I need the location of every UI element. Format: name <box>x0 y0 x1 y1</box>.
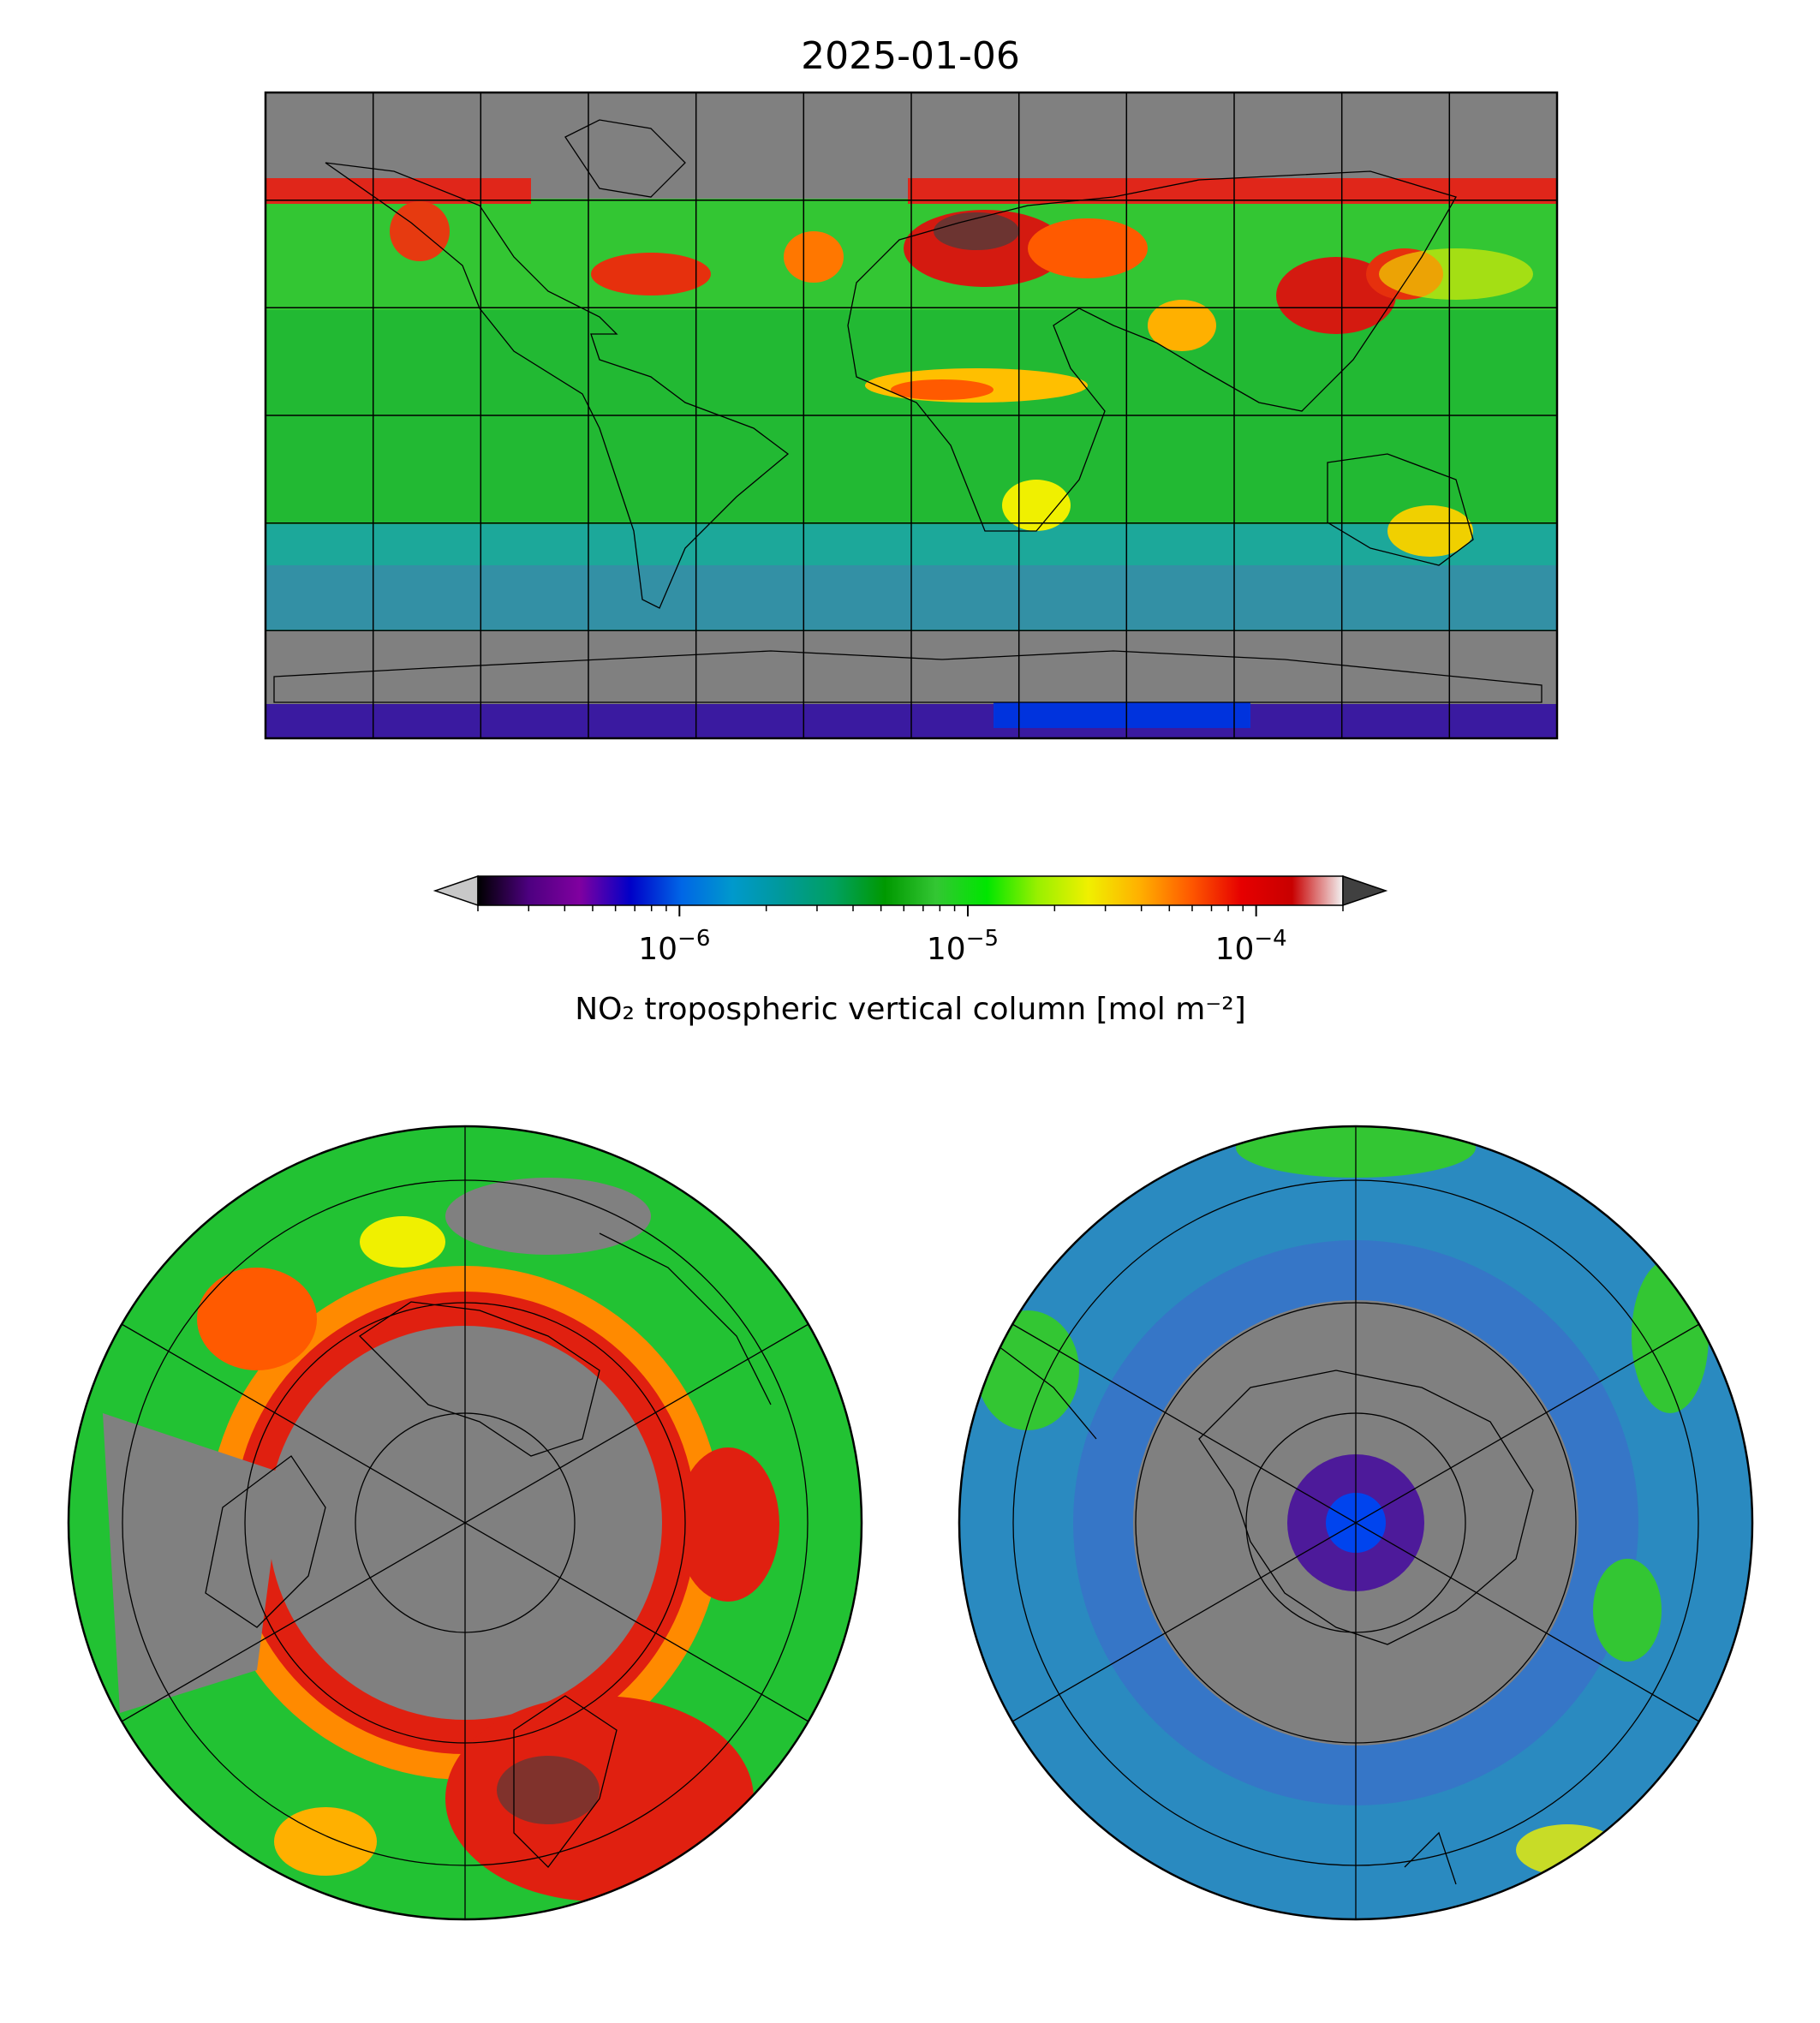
colorbar-tick-label: 10−4 <box>1215 926 1287 967</box>
south-polar-frame <box>958 1125 1754 1921</box>
global-gridlines <box>266 92 1557 738</box>
north-polar-coastlines <box>205 1232 772 1868</box>
colorbar-ticks: 10−6 10−5 10−4 <box>477 905 1344 967</box>
colorbar-tick-label: 10−5 <box>927 926 999 967</box>
north-polar-frame <box>67 1125 863 1921</box>
global-coastlines <box>273 119 1543 703</box>
south-polar-coastlines <box>984 1335 1534 1885</box>
south-polar-gridlines <box>1011 1126 1700 1919</box>
colorbar-tick-label: 10−6 <box>638 926 710 967</box>
north-polar-map <box>67 1125 863 1921</box>
colorbar-under-extension <box>433 874 479 907</box>
north-polar-gridlines <box>121 1126 809 1919</box>
global-map-frame <box>264 91 1559 740</box>
colorbar-label: NO₂ tropospheric vertical column [mol m⁻… <box>575 992 1246 1027</box>
global-map <box>264 91 1559 740</box>
figure-title: 2025-01-06 <box>801 34 1020 78</box>
colorbar-ramp <box>477 875 1344 906</box>
south-polar-map <box>958 1125 1754 1921</box>
colorbar-over-extension <box>1342 874 1388 907</box>
colorbar: 10−6 10−5 10−4 NO₂ tropospheric vertical c… <box>433 874 1388 1027</box>
